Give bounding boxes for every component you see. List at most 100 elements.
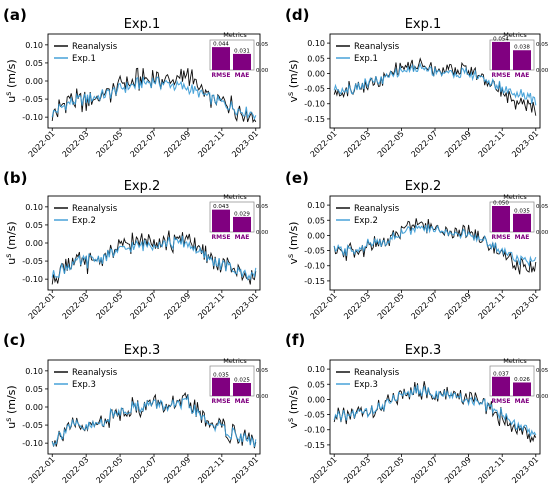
y-tick-label: -0.10 [22, 275, 43, 284]
y-tick-label: 0.00 [307, 69, 325, 78]
x-tick-label: 2023-01 [510, 129, 540, 159]
legend-label: Exp.3 [354, 380, 378, 390]
metric-y-tick: 0.05 [536, 204, 549, 210]
metrics-title: Metrics [503, 193, 527, 201]
metric-category-label: MAE [235, 72, 250, 79]
metric-category-label: RMSE [211, 72, 230, 79]
metric-category-label: MAE [515, 72, 530, 79]
x-tick-label: 2022-01 [27, 291, 57, 321]
y-tick-label: -0.05 [304, 247, 325, 256]
metric-bar [212, 47, 230, 70]
y-tick-label: -0.10 [22, 439, 43, 448]
metric-y-tick: 0.00 [536, 68, 549, 74]
y-tick-label: 0.05 [307, 380, 325, 389]
metric-category-label: RMSE [491, 72, 510, 79]
legend: Reanalysis Exp.2 [54, 204, 118, 226]
legend-label: Reanalysis [72, 368, 118, 378]
y-tick-label: 0.10 [307, 201, 325, 210]
y-tick-label: 0.00 [307, 231, 325, 240]
y-tick-label: -0.05 [304, 85, 325, 94]
x-tick-label: 2022-09 [162, 129, 192, 159]
metric-category-label: RMSE [211, 234, 230, 241]
x-tick-label: 2022-05 [94, 291, 124, 321]
metric-value-label: 0.038 [514, 45, 530, 51]
metric-y-tick: 0.00 [256, 394, 269, 400]
x-tick-label: 2022-01 [27, 129, 57, 159]
metric-y-tick: 0.00 [256, 68, 269, 74]
legend-label: Exp.2 [354, 216, 378, 226]
x-tick-label: 2022-09 [443, 291, 473, 321]
chart-title: Exp.3 [124, 343, 161, 358]
chart-panel-c: (c) Exp.3 0.10 0.05 0.00 -0.05 -0.10 us (m/s) 20… [3, 331, 269, 485]
y-tick-label: 0.10 [25, 203, 43, 212]
metrics-title: Metrics [223, 31, 247, 39]
x-tick-label: 2022-07 [128, 455, 158, 485]
metric-value-label: 0.025 [234, 378, 250, 384]
metric-value-label: 0.026 [514, 377, 530, 383]
metric-category-label: MAE [515, 234, 530, 241]
series-line-experiment [333, 224, 537, 268]
metric-value-label: 0.050 [493, 201, 509, 207]
y-tick-label: -0.15 [304, 115, 325, 124]
metrics-inset: Metrics 0.035 RMSE 0.025 MAE 0.05 0.00 [209, 357, 269, 405]
metric-y-tick: 0.00 [536, 230, 549, 236]
x-tick-label: 2022-07 [128, 129, 158, 159]
y-tick-label: 0.10 [25, 41, 43, 50]
series-line-reanalysis [51, 67, 257, 124]
metric-category-label: RMSE [491, 398, 510, 405]
x-tick-label: 2022-07 [128, 291, 158, 321]
y-tick-label: 0.00 [25, 403, 43, 412]
y-tick-label: -0.10 [304, 262, 325, 271]
x-tick-label: 2022-05 [376, 129, 406, 159]
panel-letter: (f) [285, 331, 305, 349]
y-tick-label: 0.00 [25, 77, 43, 86]
metric-bar [233, 53, 251, 70]
metrics-title: Metrics [223, 193, 247, 201]
metric-y-tick: 0.00 [256, 230, 269, 236]
legend-label: Exp.1 [354, 54, 378, 64]
metric-bar [513, 50, 531, 70]
chart-title: Exp.2 [124, 179, 161, 194]
metrics-title: Metrics [223, 357, 247, 365]
x-tick-label: 2022-07 [409, 129, 439, 159]
x-tick-label: 2023-01 [510, 291, 540, 321]
x-tick-label: 2022-11 [196, 291, 226, 321]
x-tick-label: 2022-03 [61, 455, 91, 485]
metric-category-label: MAE [515, 398, 530, 405]
x-tick-label: 2022-11 [196, 455, 226, 485]
metric-y-tick: 0.05 [536, 42, 549, 48]
chart-title: Exp.2 [405, 179, 442, 194]
legend-label: Exp.2 [72, 216, 96, 226]
metric-category-label: MAE [235, 398, 250, 405]
y-tick-label: -0.05 [22, 95, 43, 104]
x-tick-label: 2022-09 [443, 129, 473, 159]
x-tick-label: 2022-03 [342, 129, 372, 159]
x-tick-label: 2023-01 [230, 455, 260, 485]
chart-title: Exp.3 [405, 343, 442, 358]
y-axis-label: vs (m/s) [286, 386, 300, 429]
legend-label: Reanalysis [354, 368, 400, 378]
chart-panel-d: (d) Exp.1 0.10 0.05 0.00 -0.05 -0.10 -0.15 vs (m… [285, 6, 549, 159]
panel-letter: (b) [3, 169, 27, 187]
metric-bar [212, 209, 230, 232]
legend: Reanalysis Exp.2 [336, 204, 400, 226]
y-tick-label: -0.10 [304, 426, 325, 435]
panel-letter: (d) [285, 6, 309, 24]
metric-value-label: 0.029 [234, 211, 250, 217]
x-tick-label: 2022-11 [477, 455, 507, 485]
metric-bar [492, 376, 510, 396]
x-tick-label: 2022-07 [409, 291, 439, 321]
metric-value-label: 0.035 [514, 208, 530, 214]
chart-title: Exp.1 [124, 17, 161, 32]
x-tick-label: 2022-05 [376, 291, 406, 321]
metric-value-label: 0.035 [213, 372, 229, 378]
x-tick-label: 2023-01 [510, 455, 540, 485]
y-axis-label: us (m/s) [4, 221, 18, 264]
y-tick-label: 0.10 [25, 367, 43, 376]
metric-y-tick: 0.05 [536, 368, 549, 374]
y-tick-label: -0.05 [22, 257, 43, 266]
chart-panel-e: (e) Exp.2 0.10 0.05 0.00 -0.05 -0.10 -0.15 vs (m… [285, 169, 549, 321]
series-line-experiment [51, 394, 257, 448]
